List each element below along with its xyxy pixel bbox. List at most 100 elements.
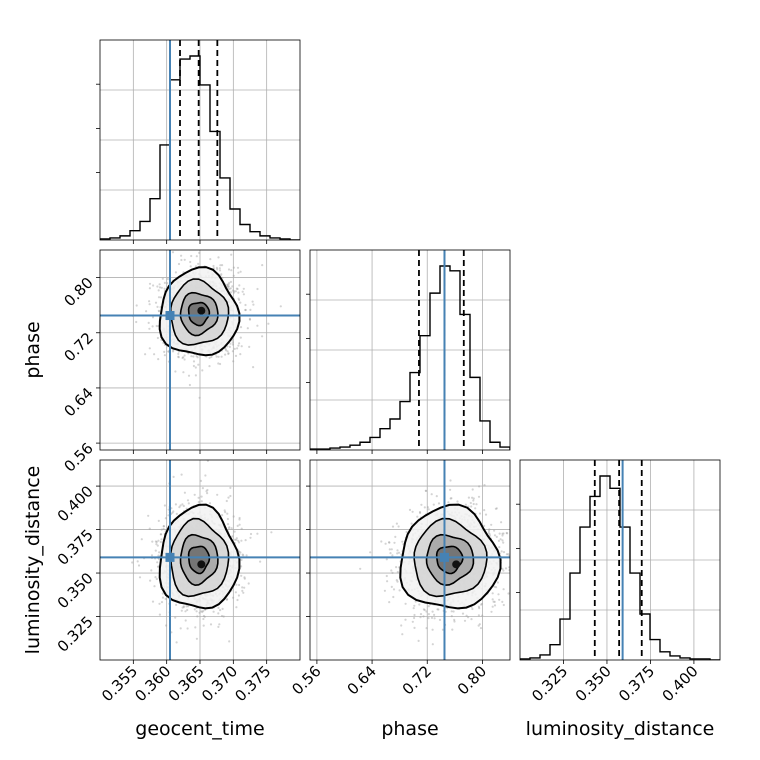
sample-point	[450, 610, 453, 613]
sample-point	[237, 594, 240, 597]
sample-point	[224, 349, 228, 352]
ylabel-luminosity-distance: luminosity_distance	[22, 466, 44, 655]
sample-point	[413, 626, 416, 630]
sample-point	[205, 490, 208, 493]
sample-point	[194, 366, 197, 369]
sample-point	[391, 525, 395, 528]
sample-point	[422, 615, 425, 618]
sample-point	[195, 637, 198, 640]
sample-point	[163, 287, 166, 290]
x-tick-label: 0.350	[572, 662, 615, 705]
sample-point	[185, 605, 188, 608]
sample-point	[158, 551, 161, 554]
sample-point	[228, 526, 231, 529]
sample-point	[171, 511, 174, 514]
sample-point	[396, 580, 399, 583]
sample-point	[158, 602, 161, 605]
sample-point	[157, 309, 160, 312]
sample-point	[215, 355, 218, 358]
sample-point	[175, 603, 178, 607]
sample-point	[385, 558, 388, 561]
sample-point	[493, 604, 497, 607]
sample-point	[138, 576, 142, 579]
x-tick-label: 0.64	[344, 662, 380, 698]
sample-point	[206, 488, 209, 492]
panel-luminosity_distance_vs_geocent_time	[100, 460, 300, 660]
sample-point	[236, 347, 239, 350]
sample-point	[154, 549, 157, 552]
sample-point	[174, 503, 177, 506]
sample-point	[153, 353, 156, 356]
sample-point	[239, 326, 243, 329]
sample-point	[228, 640, 231, 643]
sample-point	[438, 618, 442, 622]
sample-point	[233, 530, 236, 533]
sample-point	[240, 539, 243, 542]
sample-point	[226, 598, 229, 601]
sample-point	[492, 600, 495, 603]
sample-point	[427, 605, 430, 608]
sample-point	[156, 285, 159, 288]
sample-point	[187, 605, 190, 608]
sample-point	[243, 576, 246, 579]
sample-point	[398, 589, 401, 592]
sample-point	[467, 616, 470, 619]
sample-point	[238, 583, 241, 587]
sample-point	[159, 533, 162, 536]
sample-point	[241, 553, 244, 556]
sample-point	[237, 297, 240, 300]
sample-point	[147, 514, 150, 517]
sample-point	[493, 529, 496, 532]
sample-point	[153, 585, 156, 588]
sample-point	[385, 574, 388, 578]
sample-point	[423, 506, 426, 509]
sample-point	[413, 616, 416, 620]
sample-point	[238, 550, 241, 554]
sample-point	[218, 623, 221, 626]
y-tick-label: 0.64	[60, 384, 96, 420]
sample-point	[157, 296, 161, 299]
sample-point	[502, 532, 505, 535]
sample-point	[201, 610, 204, 614]
sample-point	[148, 347, 151, 350]
sample-point	[238, 342, 241, 345]
sample-point	[197, 363, 200, 366]
sample-point	[206, 492, 209, 495]
sample-point	[238, 298, 241, 301]
sample-point	[220, 355, 223, 358]
sample-point	[189, 260, 192, 264]
sample-point	[228, 287, 231, 291]
sample-point	[394, 535, 397, 539]
sample-point	[238, 516, 241, 520]
sample-point	[431, 628, 434, 631]
sample-point	[369, 551, 372, 554]
sample-point	[148, 527, 151, 530]
sample-point	[408, 508, 412, 511]
sample-point	[248, 317, 251, 320]
sample-point	[155, 324, 158, 328]
x-tick-label: 0.56	[288, 662, 324, 698]
sample-point	[386, 580, 389, 583]
sample-point	[502, 541, 505, 544]
sample-point	[231, 289, 234, 292]
sample-point	[187, 374, 191, 377]
sample-point	[172, 475, 175, 478]
sample-point	[202, 609, 205, 613]
sample-point	[163, 504, 166, 507]
sample-point	[199, 479, 203, 482]
sample-point	[227, 352, 230, 355]
sample-point	[224, 348, 227, 351]
sample-point	[174, 271, 177, 274]
sample-point	[230, 527, 233, 530]
sample-point	[240, 345, 243, 348]
sample-point	[470, 505, 473, 508]
sample-point	[154, 576, 157, 579]
sample-point	[405, 530, 408, 534]
sample-point	[197, 262, 200, 265]
sample-point	[224, 510, 227, 514]
sample-point	[229, 342, 232, 345]
x-tick-label: 0.80	[454, 662, 490, 698]
sample-point	[388, 541, 391, 544]
sample-point	[186, 627, 189, 630]
